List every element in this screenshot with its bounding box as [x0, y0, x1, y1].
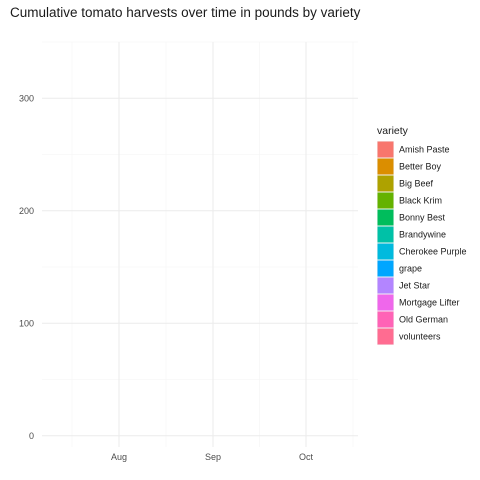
x-axis: Aug Sep Oct [111, 452, 314, 462]
legend-swatch [377, 226, 394, 243]
legend-label: Jet Star [399, 281, 430, 291]
y-tick-label: 0 [29, 431, 34, 441]
legend-swatch [377, 209, 394, 226]
legend-label: Bonny Best [399, 213, 446, 223]
legend-swatch [377, 311, 394, 328]
legend-swatch [377, 328, 394, 345]
legend-label: Better Boy [399, 162, 442, 172]
legend-swatch [377, 277, 394, 294]
legend-label: Brandywine [399, 230, 446, 240]
legend-swatch [377, 243, 394, 260]
y-tick-label: 200 [19, 206, 34, 216]
legend-label: Amish Paste [399, 145, 450, 155]
legend-swatch [377, 158, 394, 175]
chart-title: Cumulative tomato harvests over time in … [10, 5, 361, 20]
legend-swatch [377, 192, 394, 209]
legend-label: Cherokee Purple [399, 247, 467, 257]
y-axis: 0 100 200 300 [19, 93, 34, 441]
legend: variety Amish Paste Better Boy Big Beef Bla… [377, 125, 467, 345]
legend-label: Big Beef [399, 179, 434, 189]
legend-swatch [377, 141, 394, 158]
legend-label: Mortgage Lifter [399, 298, 460, 308]
x-tick-label: Aug [111, 452, 127, 462]
x-tick-label: Oct [299, 452, 314, 462]
legend-title: variety [377, 125, 409, 137]
legend-label: volunteers [399, 332, 441, 342]
legend-swatch [377, 260, 394, 277]
legend-label: Black Krim [399, 196, 442, 206]
y-tick-label: 300 [19, 93, 34, 103]
grid [42, 41, 358, 447]
legend-swatch [377, 175, 394, 192]
legend-swatch [377, 294, 394, 311]
legend-label: grape [399, 264, 422, 274]
legend-label: Old German [399, 315, 448, 325]
x-tick-label: Sep [205, 452, 221, 462]
y-tick-label: 100 [19, 318, 34, 328]
